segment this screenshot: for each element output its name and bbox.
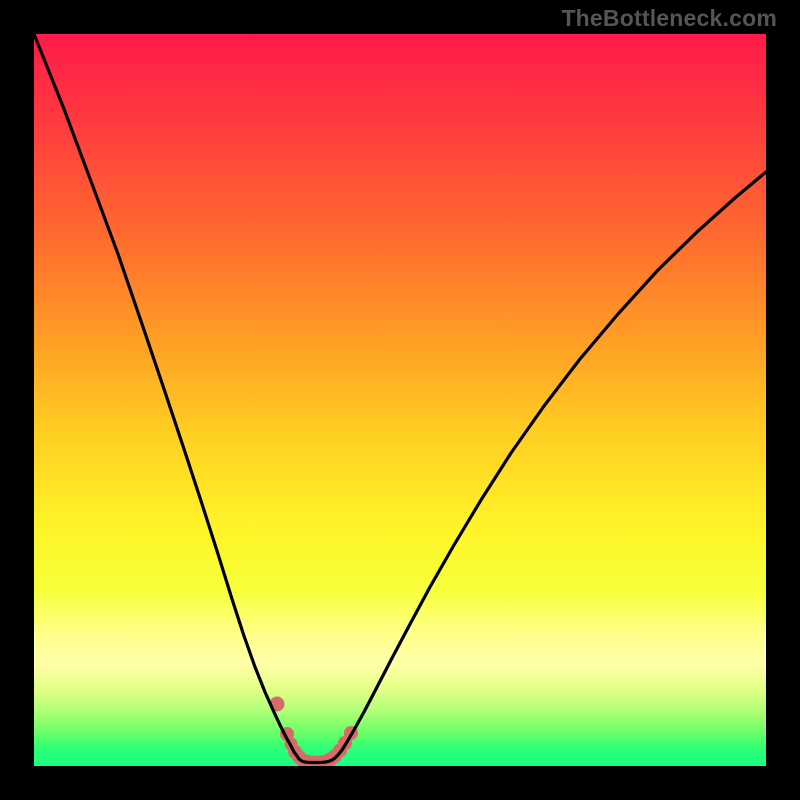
chart-root: TheBottleneck.com bbox=[0, 0, 800, 800]
watermark-text: TheBottleneck.com bbox=[561, 5, 777, 32]
curve-svg bbox=[34, 34, 766, 766]
main-curve bbox=[34, 34, 766, 763]
plot-area bbox=[34, 34, 766, 766]
